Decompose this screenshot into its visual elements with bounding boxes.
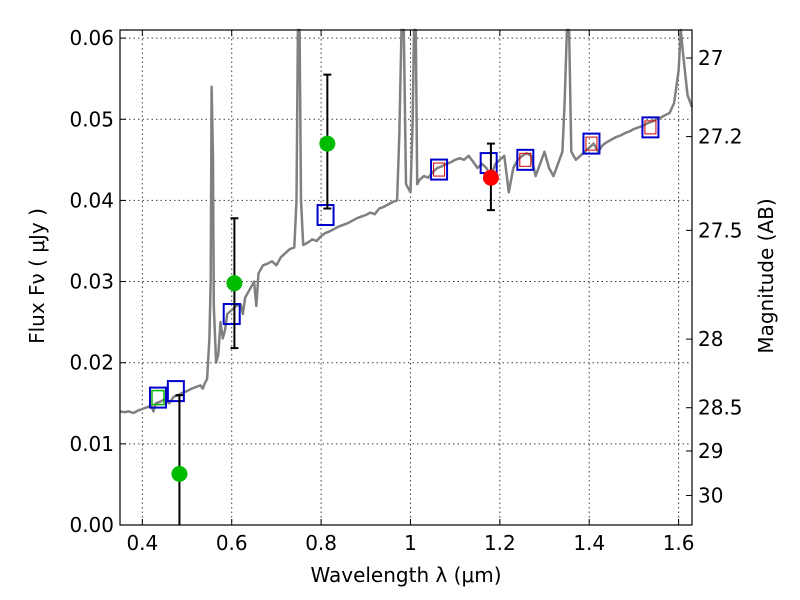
y2-axis-title: Magnitude (AB) xyxy=(754,198,778,353)
x-tick-label: 0.6 xyxy=(216,531,248,555)
y2-tick-label: 27.2 xyxy=(698,125,743,149)
x-axis-title: Wavelength λ (μm) xyxy=(310,563,501,587)
x-tick-label: 1.2 xyxy=(484,531,516,555)
model-photometry-square xyxy=(641,116,660,139)
y-axis-title: Flux Fν ( μJy ) xyxy=(25,208,49,344)
plot-frame xyxy=(119,29,693,526)
model-inner-square xyxy=(433,162,446,177)
y-tick-label: 0.00 xyxy=(69,513,114,537)
observed-photometry-point xyxy=(319,135,336,152)
y2-tick-label: 30 xyxy=(698,484,723,508)
model-photometry-square xyxy=(222,303,241,326)
observed-photometry-point xyxy=(171,465,188,482)
model-inner-square xyxy=(585,136,598,151)
y-tick-label: 0.03 xyxy=(69,270,114,294)
y2-tick-label: 28.5 xyxy=(698,396,743,420)
model-photometry-square xyxy=(516,148,535,171)
y2-tick-label: 29 xyxy=(698,439,723,463)
y-tick-label: 0.05 xyxy=(69,107,114,131)
model-photometry-square xyxy=(316,204,335,227)
spectrum-line xyxy=(119,28,694,415)
x-tick-label: 1.4 xyxy=(573,531,605,555)
model-inner-square xyxy=(519,152,532,167)
y-tick-label: 0.02 xyxy=(69,351,114,375)
model-inner-square xyxy=(151,389,165,406)
x-tick-label: 1.6 xyxy=(663,531,695,555)
y2-tick-label: 28 xyxy=(698,327,723,351)
ticks: 0.4 0.6 0.8 1 1.2 1.4 1.6 0.00 0.01 0.02 0.03 0.04 0… xyxy=(69,26,742,555)
model-photometry-square xyxy=(148,386,167,409)
y2-tick-label: 27 xyxy=(698,46,723,70)
marker-layer xyxy=(148,73,660,525)
model-photometry-square xyxy=(430,158,449,181)
x-tick-label: 0.8 xyxy=(305,531,337,555)
x-tick-label: 0.4 xyxy=(126,531,158,555)
y2-tick-label: 27.5 xyxy=(698,218,743,242)
spectrum-layer xyxy=(119,28,694,415)
model-photometry-square xyxy=(582,132,601,155)
observed-photometry-point xyxy=(226,275,243,292)
model-photometry-square xyxy=(166,380,185,403)
x-tick-label: 1 xyxy=(404,531,417,555)
y-tick-label: 0.01 xyxy=(69,432,114,456)
y-tick-label: 0.06 xyxy=(69,26,114,50)
observed-photometry-point xyxy=(482,169,499,186)
model-inner-square xyxy=(644,120,657,135)
y-tick-label: 0.04 xyxy=(69,188,114,212)
